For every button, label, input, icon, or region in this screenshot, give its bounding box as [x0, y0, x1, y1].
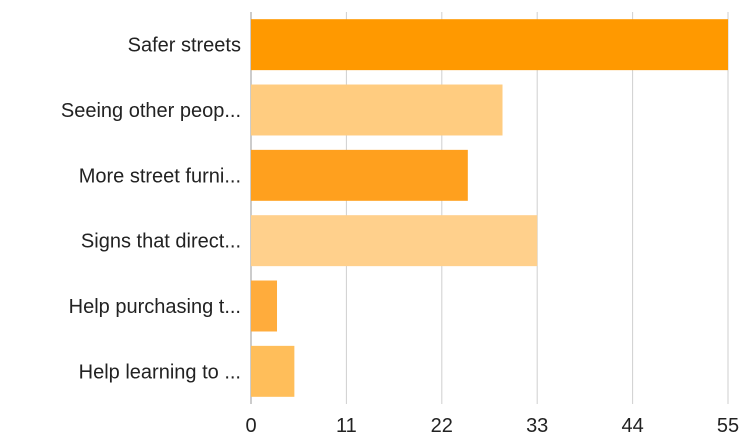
- bar: [251, 345, 295, 397]
- x-axis-ticks: 0 11 22 33 44 55: [245, 415, 739, 437]
- grid-layer: [250, 12, 729, 404]
- category-label: Help learning to ...: [79, 361, 241, 383]
- x-tick-label: 11: [336, 415, 357, 437]
- bar: [251, 84, 503, 136]
- x-tick-label: 22: [431, 415, 453, 437]
- bar-layer: [251, 19, 728, 397]
- x-tick-label: 44: [621, 415, 643, 437]
- bar: [251, 149, 468, 201]
- bar: [251, 19, 728, 71]
- x-tick-label: 0: [245, 415, 256, 437]
- x-tick-label: 33: [526, 415, 548, 437]
- bar: [251, 280, 278, 332]
- bar: [251, 215, 538, 267]
- category-label: Signs that direct...: [81, 231, 241, 253]
- category-label: Safer streets: [128, 35, 241, 57]
- category-label: More street furni...: [79, 165, 241, 187]
- category-label: Help purchasing t...: [69, 296, 241, 318]
- category-label: Seeing other peop...: [61, 100, 241, 122]
- x-tick-label: 55: [717, 415, 739, 437]
- category-labels: Safer streets Seeing other peop... More st…: [61, 35, 241, 384]
